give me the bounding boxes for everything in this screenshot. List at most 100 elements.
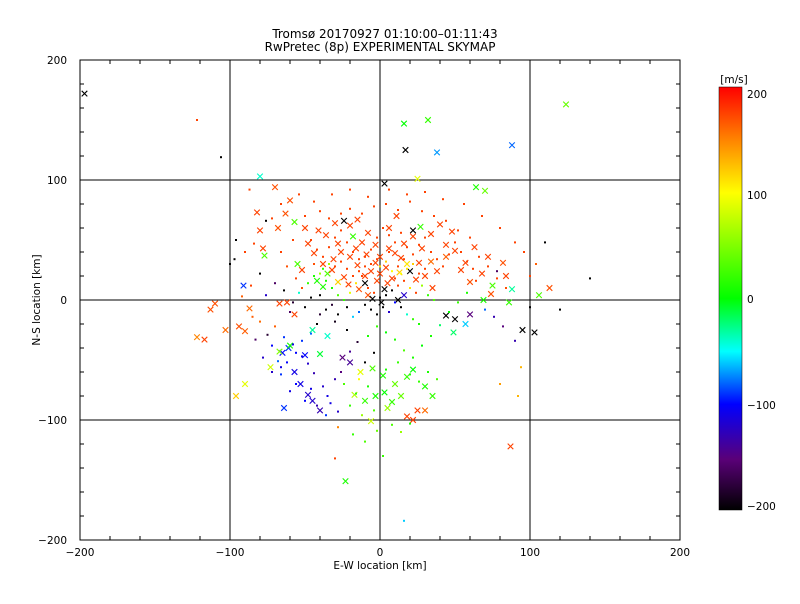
x-marker-point	[391, 250, 399, 257]
dot-marker-point	[274, 325, 276, 328]
x-marker-point	[376, 270, 384, 277]
dot-marker-point	[358, 270, 360, 273]
dot-marker-point	[367, 287, 369, 289]
dot-marker-point	[394, 301, 396, 304]
dot-marker-point	[304, 399, 306, 402]
x-marker-point	[324, 270, 331, 277]
dot-marker-point	[412, 318, 414, 321]
x-marker-point	[334, 240, 342, 247]
dot-marker-point	[292, 343, 294, 346]
x-marker-point	[406, 268, 414, 275]
x-marker-point	[414, 407, 421, 414]
dot-marker-point	[298, 193, 300, 196]
dot-marker-point	[325, 308, 327, 311]
x-marker-point	[309, 397, 316, 404]
dot-marker-point	[286, 265, 288, 268]
dot-marker-point	[514, 339, 516, 342]
x-marker-point	[286, 197, 294, 204]
dot-marker-point	[295, 277, 297, 280]
dot-marker-point	[475, 279, 477, 282]
dot-marker-point	[265, 219, 267, 222]
dot-marker-point	[289, 390, 291, 393]
dot-marker-point	[409, 287, 411, 289]
dot-marker-point	[373, 291, 375, 294]
x-marker-point	[282, 210, 289, 217]
dot-marker-point	[251, 315, 254, 318]
dot-marker-point	[331, 193, 333, 196]
x-marker-point	[298, 266, 306, 274]
dot-marker-point	[254, 338, 257, 341]
dot-marker-point	[352, 433, 354, 436]
x-marker-point	[414, 175, 421, 182]
dot-marker-point	[385, 203, 387, 205]
dot-marker-point	[337, 426, 339, 429]
dot-marker-point	[391, 423, 393, 426]
x-marker-point	[373, 277, 381, 284]
dot-marker-point	[385, 368, 387, 371]
dot-marker-point	[520, 366, 522, 369]
dot-marker-point	[535, 263, 537, 265]
x-marker-point	[481, 187, 489, 194]
y-tick-label: 0	[60, 295, 67, 307]
x-marker-point	[81, 90, 88, 97]
x-marker-point	[316, 350, 324, 358]
x-marker-point	[531, 329, 538, 336]
x-marker-point	[276, 348, 283, 355]
dot-marker-point	[334, 236, 336, 239]
dot-marker-point	[313, 263, 315, 265]
x-marker-point	[256, 173, 264, 180]
dot-marker-point	[427, 371, 429, 373]
dot-marker-point	[337, 410, 339, 413]
x-marker-point	[367, 268, 375, 275]
dot-marker-point	[373, 205, 375, 208]
dot-marker-point	[391, 270, 393, 273]
x-tick-label: 200	[670, 547, 690, 559]
dot-marker-point	[418, 323, 420, 325]
dot-marker-point	[334, 378, 336, 381]
dot-marker-point	[406, 267, 408, 270]
colorbar	[719, 87, 742, 510]
dot-marker-point	[361, 414, 363, 417]
x-marker-point	[310, 250, 318, 257]
dot-marker-point	[457, 301, 459, 304]
dot-marker-point	[529, 306, 531, 309]
dot-marker-point	[367, 335, 369, 337]
dot-marker-point	[400, 231, 402, 234]
y-tick-label: −200	[38, 535, 67, 547]
dot-marker-point	[329, 402, 332, 405]
x-marker-point	[346, 253, 354, 260]
dot-marker-point	[248, 188, 251, 191]
x-marker-point	[357, 368, 364, 376]
dot-marker-point	[388, 311, 390, 313]
dot-marker-point	[316, 404, 318, 407]
dot-marker-point	[415, 291, 417, 294]
dot-marker-point	[442, 265, 444, 268]
x-marker-point	[385, 245, 393, 252]
dot-marker-point	[313, 372, 315, 375]
dot-marker-point	[376, 325, 378, 328]
dot-marker-point	[376, 258, 378, 261]
x-marker-point	[403, 413, 411, 420]
x-marker-point	[499, 259, 507, 266]
dot-marker-point	[310, 332, 312, 335]
dot-marker-point	[430, 335, 432, 337]
x-axis-label: E-W location [km]	[333, 560, 426, 572]
x-marker-point	[345, 281, 352, 288]
x-marker-point	[316, 407, 324, 414]
y-tick-label: 200	[47, 55, 67, 67]
data-marks	[81, 90, 591, 522]
dot-marker-point	[328, 246, 330, 249]
dot-marker-point	[233, 258, 236, 261]
dot-marker-point	[364, 255, 366, 258]
colorbar-tick-label: −200	[747, 501, 776, 513]
dot-marker-point	[472, 267, 474, 270]
x-marker-point	[519, 326, 526, 334]
x-marker-point	[489, 282, 496, 289]
x-marker-point	[388, 398, 396, 406]
x-marker-point	[324, 332, 331, 340]
x-marker-point	[415, 259, 423, 266]
dot-marker-point	[343, 299, 345, 301]
x-marker-point	[433, 268, 441, 275]
x-marker-point	[436, 221, 444, 228]
